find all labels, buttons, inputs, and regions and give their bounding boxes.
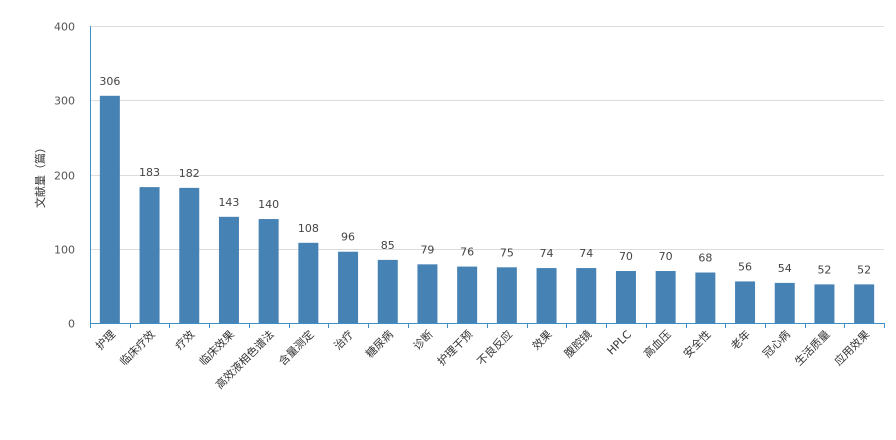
x-tick-label: 疗效 (172, 327, 197, 352)
x-tick-label: 临床效果 (196, 327, 237, 368)
y-tick-label: 0 (68, 318, 75, 331)
x-tick-label: 治疗 (331, 327, 356, 352)
x-tick-label: HPLC (605, 328, 635, 358)
data-label: 70 (659, 250, 673, 263)
bar (417, 264, 438, 323)
gridlines (90, 26, 884, 250)
x-tick-label: 护理 (93, 327, 118, 352)
data-label: 68 (698, 252, 712, 265)
bar (457, 266, 478, 323)
data-label: 76 (460, 246, 474, 259)
bar (496, 267, 517, 323)
data-label: 306 (99, 75, 120, 88)
bar (655, 271, 676, 323)
data-label: 140 (258, 198, 279, 211)
bar (854, 284, 875, 323)
bar (774, 282, 795, 323)
bar (298, 242, 319, 323)
x-tick-label: 应用效果 (831, 327, 872, 368)
x-tick-label: 含量测定 (275, 327, 316, 368)
x-tick-label: 生活质量 (792, 327, 833, 368)
y-tick-label: 400 (54, 21, 75, 34)
y-tick-label: 100 (54, 244, 75, 257)
bar (735, 281, 756, 323)
data-label: 74 (579, 247, 593, 260)
bar (615, 271, 636, 323)
bar (814, 284, 835, 323)
bars (99, 95, 875, 323)
bar (695, 272, 716, 323)
bar (99, 95, 120, 323)
data-label: 70 (619, 250, 633, 263)
x-tick-label: 诊断 (410, 327, 435, 352)
y-tick-label: 300 (54, 95, 75, 108)
data-label: 143 (218, 196, 239, 209)
x-tick-label: 不良反应 (474, 327, 515, 368)
bar (338, 251, 359, 323)
x-tick-label: 冠心病 (760, 327, 793, 360)
data-label: 108 (298, 222, 319, 235)
bar (377, 259, 398, 323)
bar (576, 268, 597, 323)
x-tick-label: 临床疗效 (117, 327, 158, 368)
labels: 0 100 200 300 400 306 护理 183 临床疗效 182 疗效 143 临床效果 140… (54, 21, 872, 392)
bar (258, 219, 279, 323)
data-label: 79 (420, 243, 434, 256)
x-tick-label: 效果 (529, 327, 554, 352)
data-label: 75 (500, 246, 514, 259)
x-tick-label: 安全性 (680, 327, 713, 360)
x-tick-label: 腹腔镜 (561, 327, 594, 360)
data-label: 54 (778, 262, 792, 275)
x-tick-label: 糖尿病 (363, 327, 396, 360)
data-label: 52 (817, 263, 831, 276)
x-tick-label: 高血压 (641, 327, 674, 360)
bar (139, 187, 160, 323)
data-label: 96 (341, 231, 355, 244)
y-tick-label: 200 (54, 170, 75, 183)
data-label: 52 (857, 263, 871, 276)
data-label: 183 (139, 166, 160, 179)
data-label: 85 (381, 239, 395, 252)
data-label: 182 (179, 167, 200, 180)
bar (179, 187, 200, 323)
x-tick-label: 护理干预 (434, 327, 475, 368)
y-axis-title: 文献量（篇） (33, 142, 47, 208)
x-tick-label: 老年 (728, 327, 753, 352)
axes (90, 26, 885, 328)
data-label: 74 (540, 247, 554, 260)
data-label: 56 (738, 260, 752, 273)
bar (218, 216, 239, 323)
bar (536, 268, 557, 323)
